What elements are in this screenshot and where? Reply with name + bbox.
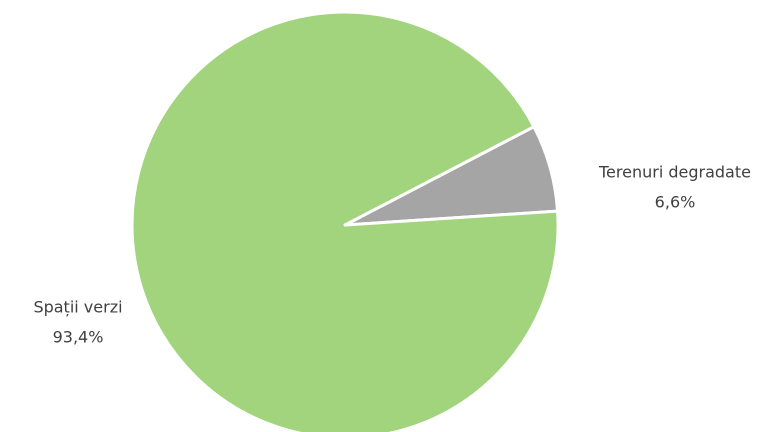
slice-value-label: 93,4%: [53, 328, 104, 347]
pie: [130, 10, 560, 432]
slice-label: Spații verzi: [33, 298, 122, 317]
pie-slice: [130, 10, 560, 432]
slice-label: Terenuri degradate: [598, 163, 751, 182]
slice-value-label: 6,6%: [655, 193, 696, 212]
